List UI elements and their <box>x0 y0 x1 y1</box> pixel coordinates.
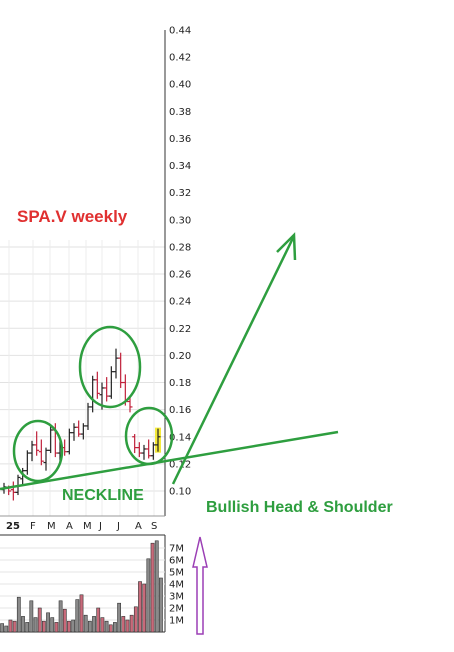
pattern-label: Bullish Head & Shoulder <box>206 499 393 516</box>
price-tick-label: 0.14 <box>169 432 191 443</box>
month-label: F <box>30 521 36 532</box>
volume-bar <box>25 622 30 633</box>
volume-up-arrow-icon <box>192 536 208 635</box>
neckline-label: NECKLINE <box>62 487 144 504</box>
volume-bar <box>29 600 34 633</box>
volume-bar <box>71 619 76 633</box>
volume-tick-label: 3M <box>169 592 184 603</box>
breakout-arrow-shaft <box>171 237 295 485</box>
volume-bar <box>133 606 138 633</box>
price-tick-label: 0.26 <box>169 270 191 281</box>
volume-bar <box>83 614 88 633</box>
price-tick-labels: 0.10 0.12 0.14 0.16 0.18 0.20 0.22 0.24 0.26 0.28… <box>169 26 191 498</box>
volume-bar <box>33 617 38 633</box>
volume-bar <box>41 620 46 633</box>
volume-bar <box>142 583 147 633</box>
month-label: 25 <box>6 521 20 532</box>
volume-bar <box>0 623 4 633</box>
volume-bar <box>129 614 134 633</box>
volume-bar <box>8 619 13 633</box>
volume-bars <box>0 540 163 633</box>
month-label: J <box>116 521 120 532</box>
volume-bar <box>46 612 50 633</box>
volume-bar <box>104 620 109 633</box>
volume-bar <box>121 616 126 633</box>
price-tick-label: 0.22 <box>169 324 191 335</box>
volume-bar <box>108 624 113 633</box>
volume-bar <box>154 540 159 633</box>
price-tick-label: 0.42 <box>169 53 191 64</box>
volume-bar <box>79 594 84 633</box>
volume-tick-label: 5M <box>169 568 184 579</box>
month-label: J <box>98 521 102 532</box>
price-tick-label: 0.18 <box>169 378 191 389</box>
price-tick-label: 0.36 <box>169 134 191 145</box>
price-tick-label: 0.32 <box>169 188 191 199</box>
volume-bar <box>138 581 142 633</box>
price-tick-label: 0.34 <box>169 161 191 172</box>
volume-bar <box>16 596 21 633</box>
volume-bar <box>150 542 155 633</box>
volume-bar <box>125 619 130 633</box>
volume-bar <box>92 616 96 633</box>
volume-tick-label: 7M <box>169 544 184 555</box>
month-label: A <box>135 521 142 532</box>
volume-tick-label: 6M <box>169 556 184 567</box>
price-tick-label: 0.12 <box>169 459 191 470</box>
month-label: M <box>47 521 56 532</box>
price-tick-label: 0.28 <box>169 242 191 253</box>
volume-bar <box>37 607 42 633</box>
volume-bar <box>146 558 151 633</box>
volume-bar <box>21 616 25 633</box>
price-tick-label: 0.16 <box>169 405 191 416</box>
month-label: S <box>151 521 157 532</box>
volume-bar <box>67 620 71 633</box>
price-tick-label: 0.24 <box>169 297 191 308</box>
volume-tick-label: 1M <box>169 616 184 627</box>
neckline-line <box>0 430 339 491</box>
price-tick-label: 0.40 <box>169 80 191 91</box>
month-labels: 25 F M A M J J A S <box>6 521 157 532</box>
price-tick-label: 0.30 <box>169 215 191 226</box>
price-tick-label: 0.10 <box>169 487 191 498</box>
volume-bar <box>159 577 163 633</box>
price-tick-label: 0.44 <box>169 26 191 37</box>
volume-bar <box>96 607 101 633</box>
price-tick-label: 0.20 <box>169 351 191 362</box>
price-tick-label: 0.38 <box>169 107 191 118</box>
volume-bar <box>100 617 105 633</box>
volume-tick-label: 4M <box>169 580 184 591</box>
volume-bar <box>87 620 92 633</box>
volume-bar <box>75 599 80 633</box>
volume-bar <box>62 608 67 633</box>
volume-bar <box>4 625 9 633</box>
volume-bar <box>117 602 122 633</box>
volume-bar <box>54 622 59 633</box>
left-shoulder-circle <box>12 419 64 483</box>
volume-bar <box>113 622 117 633</box>
month-label: A <box>66 521 73 532</box>
volume-bar <box>12 620 17 633</box>
candles <box>1 348 161 501</box>
chart-title: SPA.V weekly <box>17 207 128 226</box>
head-circle <box>78 325 142 409</box>
breakout-arrow-head <box>276 232 297 261</box>
month-label: M <box>83 521 92 532</box>
volume-bar <box>58 600 63 633</box>
volume-tick-label: 2M <box>169 604 184 615</box>
volume-bar <box>50 617 55 633</box>
